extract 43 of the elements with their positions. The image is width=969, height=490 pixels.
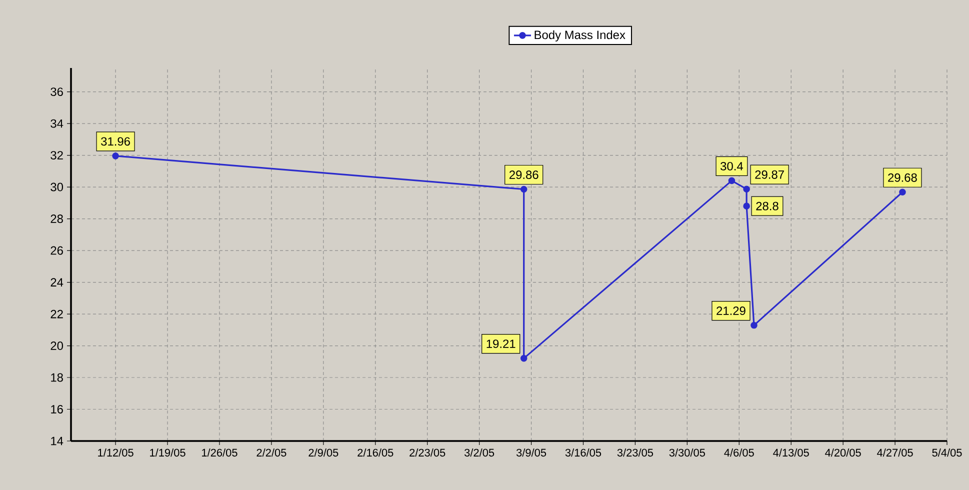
legend-label: Body Mass Index [534, 30, 626, 42]
data-label: 28.8 [756, 202, 778, 210]
y-tick-label: 32 [50, 151, 63, 160]
x-tick-label: 4/13/05 [773, 448, 809, 457]
x-tick-label: 1/26/05 [202, 448, 238, 457]
y-tick-label: 16 [51, 405, 63, 414]
data-label: 29.86 [509, 170, 538, 179]
y-tick-label: 14 [51, 436, 64, 446]
x-tick-label: 3/9/05 [516, 448, 546, 457]
data-label: 21.29 [716, 306, 746, 316]
y-tick-label: 36 [50, 88, 63, 96]
x-tick-label: 5/4/05 [932, 448, 962, 457]
x-tick-label: 2/16/05 [358, 448, 394, 457]
y-tick-label: 26 [50, 246, 63, 255]
point [750, 322, 758, 329]
x-tick-label: 2/2/05 [256, 448, 286, 457]
x-tick-label: 2/9/05 [308, 448, 338, 457]
y-tick-label: 28 [50, 214, 63, 224]
y-tick-label: 34 [50, 119, 64, 128]
x-tick-label: 4/27/05 [877, 448, 913, 457]
y-tick-label: 24 [50, 278, 64, 286]
data-label: 31.96 [101, 137, 130, 146]
data-label: 29.68 [888, 173, 917, 182]
point [743, 202, 750, 210]
y-tick-label: 18 [51, 373, 63, 382]
x-tick-label: 3/16/05 [565, 448, 602, 457]
point [728, 177, 736, 184]
x-tick-label: 1/19/05 [150, 448, 186, 457]
data-label: 29.87 [755, 170, 784, 179]
x-tick-label: 3/30/05 [669, 448, 705, 457]
y-tick-label: 22 [50, 310, 63, 318]
point [112, 152, 119, 160]
x-tick-label: 2/23/05 [410, 448, 446, 457]
x-tick-label: 1/12/05 [98, 448, 134, 457]
data-label: 30.4 [720, 162, 743, 170]
point [743, 186, 750, 193]
data-label: 19.21 [486, 340, 516, 348]
x-tick-label: 3/2/05 [464, 448, 494, 457]
x-tick-label: 3/23/05 [617, 448, 654, 457]
x-tick-label: 4/20/05 [825, 448, 861, 457]
y-tick-label: 30 [50, 182, 64, 192]
x-tick-label: 4/6/05 [724, 448, 754, 457]
y-tick-label: 20 [50, 342, 64, 350]
